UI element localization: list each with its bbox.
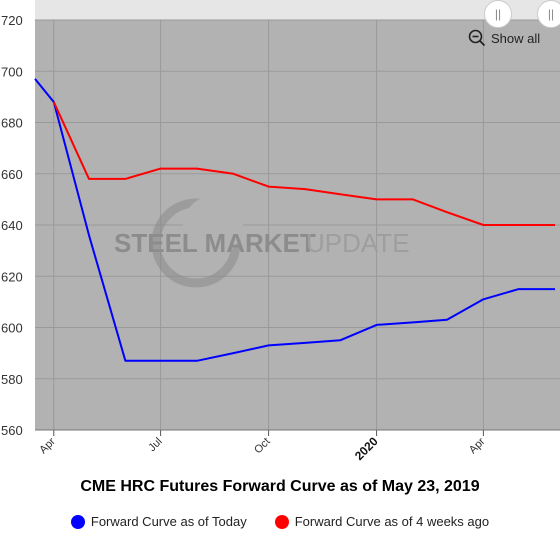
range-handle-right[interactable]: || [537,0,560,28]
data-point[interactable] [303,340,308,345]
data-point[interactable] [553,223,558,228]
data-point[interactable] [33,76,38,81]
data-point[interactable] [231,171,236,176]
chart-title: CME HRC Futures Forward Curve as of May … [80,478,480,495]
data-point[interactable] [481,297,486,302]
data-point[interactable] [123,358,128,363]
data-point[interactable] [411,197,416,202]
watermark-logo: STEEL MARKET UPDATE [114,196,410,288]
data-point[interactable] [516,223,521,228]
data-point[interactable] [481,223,486,228]
data-point[interactable] [303,187,308,192]
data-point[interactable] [374,197,379,202]
data-point[interactable] [195,358,200,363]
data-point[interactable] [158,358,163,363]
y-tick-label: 620 [1,269,23,284]
range-handle-icon: || [494,7,502,21]
y-tick-label: 720 [1,13,23,28]
data-point[interactable] [195,166,200,171]
data-point[interactable] [516,287,521,292]
x-tick-label: 2020 [352,434,381,463]
legend-marker-icon [70,514,85,529]
data-point[interactable] [158,166,163,171]
y-tick-label: 580 [1,372,23,387]
data-point[interactable] [553,287,558,292]
data-point[interactable] [445,317,450,322]
show-all-label: Show all [491,30,541,46]
range-handle-icon: || [547,7,555,21]
y-tick-label: 560 [1,423,23,438]
x-tick-label: Apr [37,435,58,456]
series-line-0[interactable] [34,78,555,362]
x-tick-label: Apr [467,435,488,456]
y-tick-label: 680 [1,116,23,131]
data-point[interactable] [338,192,343,197]
x-tick-label: Jul [146,436,164,454]
legend-label: Forward Curve as of Today [90,514,247,529]
data-point[interactable] [374,322,379,327]
data-point[interactable] [87,176,92,181]
data-point[interactable] [51,100,56,105]
data-point[interactable] [87,233,92,238]
range-handle-left[interactable]: || [484,0,512,28]
data-point[interactable] [266,184,271,189]
y-axis: 560 580 600 620 640 660 680 700 720 [1,13,23,438]
legend-marker-icon [274,514,289,529]
legend-label: Forward Curve as of 4 weeks ago [294,514,490,529]
x-tick-label: Oct [252,436,273,457]
y-tick-label: 600 [1,321,23,336]
x-axis: Apr Jul Oct 2020 Apr [35,429,560,463]
y-tick-label: 700 [1,64,23,79]
watermark-light-text: UPDATE [306,228,410,258]
data-point[interactable] [123,176,128,181]
range-navigator-bar[interactable] [35,0,560,20]
y-tick-label: 660 [1,167,23,182]
watermark-bold-text: STEEL MARKET [114,228,316,258]
legend-item-4-weeks-ago[interactable]: Forward Curve as of 4 weeks ago [274,514,490,529]
legend: Forward Curve as of Today Forward Curve … [0,514,560,529]
data-point[interactable] [445,210,450,215]
show-all-button[interactable]: Show all [468,29,540,47]
y-tick-label: 640 [1,218,23,233]
legend-item-today[interactable]: Forward Curve as of Today [70,514,247,529]
chart: STEEL MARKET UPDATE 560 580 600 620 640 660 68… [1,0,560,463]
data-point[interactable] [338,338,343,343]
data-point[interactable] [231,351,236,356]
zoom-out-icon [468,29,486,47]
data-point[interactable] [266,343,271,348]
data-point[interactable] [411,320,416,325]
series-group [33,76,558,363]
series-line-1[interactable] [52,101,555,226]
